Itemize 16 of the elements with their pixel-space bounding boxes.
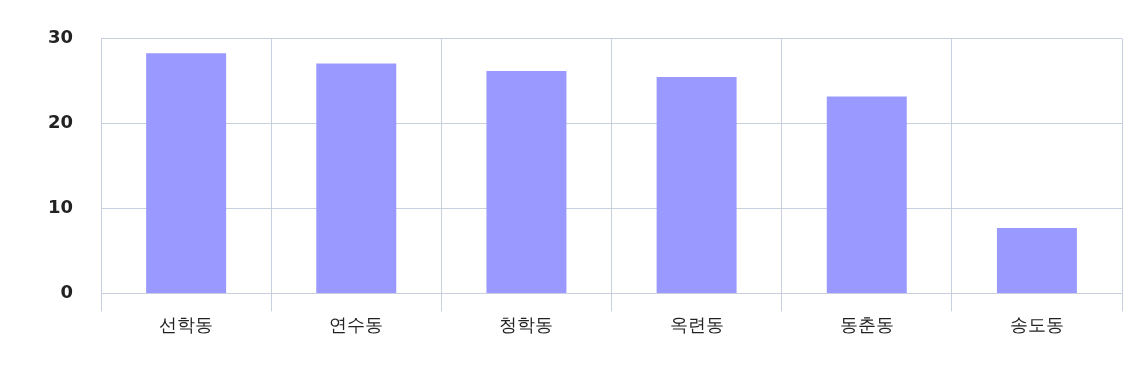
- x-tick-label: 송도동: [1009, 313, 1064, 335]
- bar: [316, 63, 397, 293]
- bar: [486, 71, 567, 293]
- y-tick-label: 10: [47, 196, 74, 218]
- bar: [826, 96, 907, 293]
- bar: [996, 228, 1077, 293]
- y-tick-label: 0: [60, 281, 74, 303]
- bar: [656, 76, 737, 293]
- x-tick-label: 옥련동: [669, 313, 724, 335]
- y-tick-label: 20: [47, 111, 74, 133]
- x-tick-label: 청학동: [499, 313, 554, 335]
- y-tick-label: 30: [47, 26, 74, 48]
- bar: [146, 53, 227, 293]
- x-tick-label: 동춘동: [839, 313, 894, 335]
- x-tick-label: 연수동: [329, 313, 384, 335]
- x-tick-label: 선학동: [159, 313, 214, 335]
